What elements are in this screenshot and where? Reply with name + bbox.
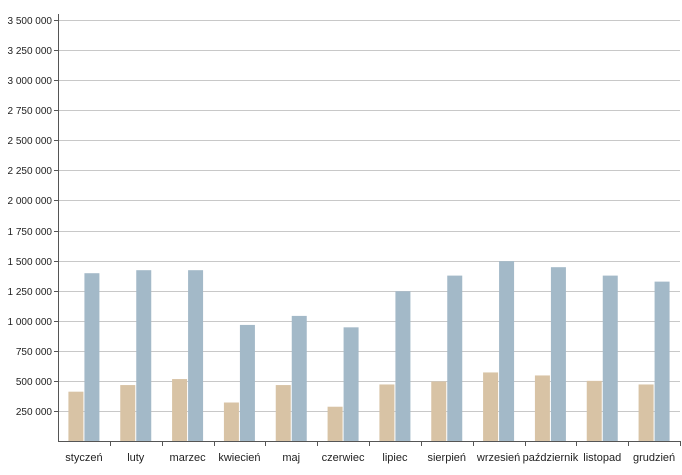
bar-series-2	[602, 275, 618, 441]
bar-series-2	[654, 281, 670, 441]
x-tick-label: czerwiec	[322, 452, 365, 464]
y-tick-label: 2 500 000	[8, 136, 53, 147]
x-tick-label: październik	[523, 452, 579, 464]
bar-series-1	[483, 372, 499, 441]
x-tick-label: marzec	[170, 452, 207, 464]
x-tick-label: maj	[282, 452, 300, 464]
bar-series-2	[188, 270, 204, 441]
y-tick-label: 500 000	[16, 377, 53, 388]
x-tick-label: styczeń	[65, 452, 102, 464]
y-tick-label: 3 000 000	[8, 76, 53, 87]
y-tick-label: 1 750 000	[8, 227, 53, 238]
bar-series-1	[68, 391, 84, 441]
gridlines	[58, 20, 680, 412]
bar-series-2	[395, 291, 411, 441]
y-tick-label: 1 000 000	[8, 317, 53, 328]
x-tick-label: luty	[127, 452, 145, 464]
x-tick-label: wrzesień	[476, 452, 520, 464]
y-tick-labels: 250 000 500 000 750 000 1 000 000 1 250 000 1…	[8, 16, 53, 418]
bar-series-1	[379, 384, 395, 441]
x-tick-label: lipiec	[382, 452, 408, 464]
axes	[54, 14, 681, 446]
bars	[68, 261, 670, 441]
bar-series-1	[172, 379, 188, 441]
bar-series-1	[638, 384, 654, 441]
y-tick-label: 3 500 000	[8, 16, 53, 27]
bar-series-2	[136, 270, 152, 441]
bar-series-2	[447, 275, 463, 441]
bar-series-1	[534, 375, 550, 441]
y-tick-label: 250 000	[16, 407, 53, 418]
x-tick-label: kwiecień	[218, 452, 260, 464]
bar-series-1	[327, 406, 343, 441]
x-tick-label: listopad	[583, 452, 621, 464]
y-tick-label: 2 000 000	[8, 196, 53, 207]
y-tick-label: 2 250 000	[8, 166, 53, 177]
y-tick-label: 3 250 000	[8, 46, 53, 57]
x-tick-label: grudzień	[633, 452, 675, 464]
bar-series-1	[275, 385, 291, 441]
bar-series-1	[431, 381, 447, 441]
bar-series-2	[239, 324, 255, 441]
bar-series-1	[586, 380, 602, 441]
x-tick-labels: styczeń luty marzec kwiecień maj czerwiec lipi…	[65, 452, 675, 464]
bar-series-2	[84, 273, 100, 441]
bar-series-2	[343, 327, 359, 441]
y-tick-label: 2 750 000	[8, 106, 53, 117]
bar-series-2	[291, 315, 307, 441]
y-tick-label: 1 500 000	[8, 257, 53, 268]
bar-series-2	[499, 261, 515, 441]
bar-series-1	[223, 402, 239, 441]
y-tick-label: 750 000	[16, 347, 53, 358]
bar-series-2	[550, 267, 566, 441]
bar-series-1	[120, 385, 136, 441]
x-tick-label: sierpień	[427, 452, 466, 464]
y-tick-label: 1 250 000	[8, 287, 53, 298]
